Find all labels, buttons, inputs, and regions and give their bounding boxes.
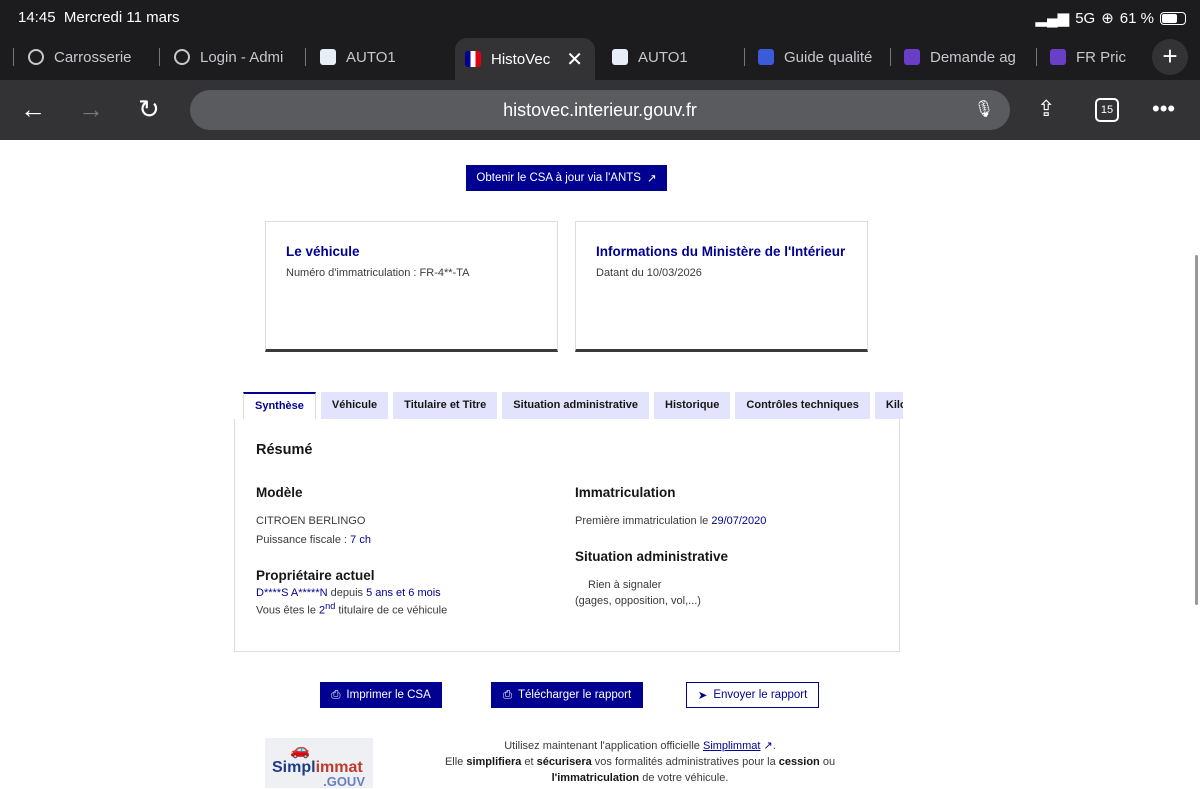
send-icon: ➤ [697,690,708,702]
browser-tab[interactable]: Login - Admi [174,40,289,74]
browser-tab[interactable]: Demande ag [904,40,1022,74]
browser-tab-active[interactable]: HistoVec ✕ [455,38,595,80]
more-icon[interactable]: ••• [1152,96,1176,121]
simplimmat-logo[interactable]: 🚗 Simplimmat .GOUV [265,738,373,789]
tab-situation[interactable]: Situation administrative [502,392,649,419]
tab-synthese[interactable]: Synthèse [243,392,316,419]
browser-tab[interactable]: Guide qualité [758,40,876,74]
summary-title: Résumé [256,442,313,458]
browser-toolbar: ← → ↻ histovec.interieur.gouv.fr 🎙 ⇪ 15 •… [0,80,1200,140]
slides-icon [758,49,774,65]
immat-heading: Immatriculation [575,485,676,500]
printer-icon: ⎙ [502,688,513,701]
admin-status: Rien à signaler [588,579,662,591]
signal-icon: ▂▄▆ [1035,10,1070,27]
marianne-icon [465,51,481,67]
status-date: Mercredi 11 mars [63,9,180,26]
orientation-lock-icon: ⊕ [1101,10,1114,27]
tab-count-button[interactable]: 15 [1095,98,1119,122]
send-report-button[interactable]: ➤ Envoyer le rapport [686,682,819,708]
power-value: 7 ch [350,534,371,546]
page-content: Obtenir le CSA à jour via l'ANTS ↗ Le véh… [0,140,1200,789]
browser-tab[interactable]: FR Pric [1050,40,1130,74]
model-heading: Modèle [256,485,303,500]
reload-icon[interactable]: ↻ [138,94,160,124]
network: 5G [1075,9,1096,27]
share-icon[interactable]: ⇪ [1037,96,1056,121]
new-tab-button[interactable]: + [1152,39,1188,75]
model-value: CITROEN BERLINGO [256,515,366,527]
address-bar[interactable]: histovec.interieur.gouv.fr 🎙 [190,90,1010,130]
status-bar: 14:45 Mercredi 11 mars ▂▄▆ 5G ⊕ 61 % [0,0,1200,34]
summary-panel: Résumé Modèle CITROEN BERLINGO Puissance… [234,419,900,652]
status-time: 14:45 [18,9,56,26]
simplimmat-promo: Utilisez maintenant l'application offici… [444,740,836,784]
simplimmat-link[interactable]: Simplimmat [702,740,761,752]
forward-icon[interactable]: → [78,94,104,124]
browser-tab-bar: Carrosserie Login - Admi AUTO1 HistoVec ✕… [0,34,1200,80]
section-tabs: Synthèse Véhicule Titulaire et Titre Sit… [243,392,903,419]
tab-kilometrage[interactable]: Kilométrage [874,392,903,419]
globe-icon [28,49,44,65]
tab-controles[interactable]: Contrôles techniques [735,392,870,419]
download-report-button[interactable]: ⎙ Télécharger le rapport [491,682,643,708]
ministry-card: Informations du Ministère de l'Intérieur… [575,221,868,352]
tab-titulaire[interactable]: Titulaire et Titre [393,392,498,419]
close-tab-icon[interactable]: ✕ [566,48,583,71]
back-icon[interactable]: ← [20,94,46,124]
external-link-icon: ↗ [763,740,773,752]
battery-level: 61 % [1119,9,1154,27]
auto1-icon [612,49,628,65]
microphone-icon[interactable]: 🎙 [973,101,994,118]
tab-vehicule[interactable]: Véhicule [320,392,389,419]
printer-icon: ⎙ [331,688,341,701]
browser-tab[interactable]: AUTO1 [612,40,727,74]
scrollbar[interactable] [1195,255,1198,605]
auto1-icon [320,49,336,65]
car-icon: 🚗 [290,742,310,759]
browser-tab[interactable]: AUTO1 [320,40,435,74]
owner-heading: Propriétaire actuel [256,568,375,583]
globe-icon [174,49,190,65]
tab-historique[interactable]: Historique [654,392,731,419]
forms-icon [904,49,920,65]
print-csa-button[interactable]: ⎙ Imprimer le CSA [320,682,442,708]
get-csa-button[interactable]: Obtenir le CSA à jour via l'ANTS ↗ [466,165,667,191]
vehicle-card: Le véhicule Numéro d'immatriculation : FR… [265,221,558,352]
forms-icon [1050,49,1066,65]
admin-heading: Situation administrative [575,549,729,564]
browser-tab[interactable]: Carrosserie [28,40,143,74]
external-link-icon: ↗ [646,173,657,185]
battery-icon [1160,11,1186,25]
